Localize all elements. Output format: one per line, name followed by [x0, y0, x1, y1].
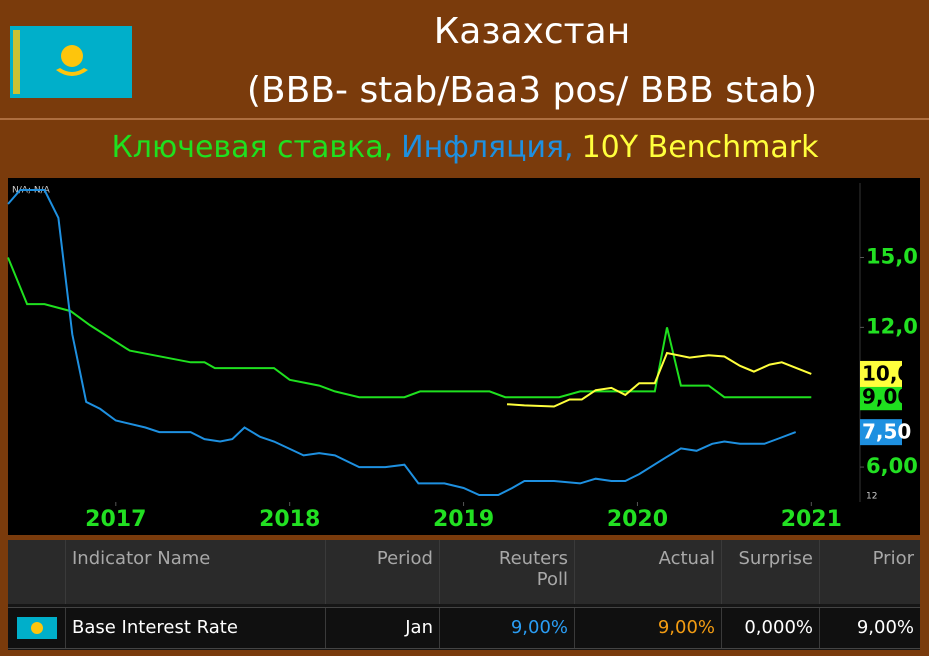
column-header: Actual	[575, 540, 722, 604]
column-header: Period	[326, 540, 440, 604]
series-line	[506, 351, 812, 408]
last-value-label: 7,50	[862, 420, 911, 444]
cell: 9,00%	[856, 617, 914, 638]
series-line	[7, 189, 797, 496]
legend-entry: Ключевая ставка,	[112, 130, 394, 165]
last-value-box	[860, 360, 902, 387]
chart: Казахстан (BBB- stab/Baa3 pos/ BBB stab)…	[0, 11, 929, 535]
chart-subtitle: (BBB- stab/Baa3 pos/ BBB stab)	[247, 70, 817, 111]
last-value-box	[860, 384, 902, 411]
last-value-box	[860, 419, 902, 446]
flag	[10, 26, 132, 98]
y-tick-label: 6,00	[866, 454, 918, 478]
legend-entry: 10Y Benchmark	[582, 130, 820, 165]
x-tick-label: 2020	[607, 507, 668, 532]
chart-title: Казахстан	[434, 11, 631, 52]
corner-label: 12	[866, 492, 877, 502]
y-tick-label: 15,0	[866, 245, 918, 269]
table-row: Base Interest Rate Jan 9,00% 9,00% 0,000…	[8, 607, 920, 649]
x-tick-label: 2021	[781, 507, 842, 532]
column-header: Indicator Name	[66, 540, 326, 604]
table-header: Indicator Name Period Reuters Poll Actua…	[8, 540, 920, 604]
series-line	[7, 257, 812, 399]
legend: Ключевая ставка, Инфляция, 10Y Benchmark	[112, 130, 820, 165]
column-header: Surprise	[722, 540, 820, 604]
plot-background	[8, 178, 920, 535]
cell: Base Interest Rate	[66, 608, 326, 648]
column-header: Prior	[872, 548, 914, 569]
last-value-label: 9,00	[862, 385, 911, 409]
cell: Jan	[326, 608, 440, 648]
last-value-label: 10,0	[862, 361, 911, 385]
y-tick-label: 12,0	[866, 314, 918, 338]
x-tick-label: 2019	[433, 507, 494, 532]
x-tick-label: 2017	[85, 507, 146, 532]
flag-icon	[16, 617, 57, 639]
table: Indicator Name Period Reuters Poll Actua…	[8, 540, 920, 650]
cell: 0,000%	[722, 608, 820, 648]
cell: 9,00%	[575, 608, 722, 648]
cell: 9,00%	[440, 608, 575, 648]
column-header: Reuters Poll	[440, 540, 575, 604]
x-tick-label: 2018	[259, 507, 320, 532]
legend-entry: Инфляция,	[401, 130, 573, 165]
